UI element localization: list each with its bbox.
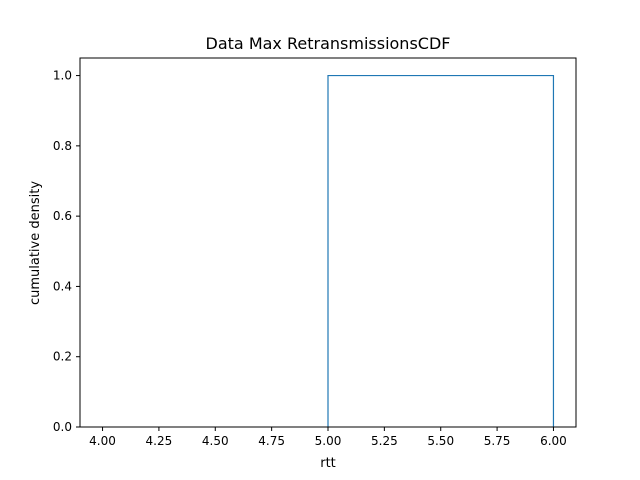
chart-title: Data Max RetransmissionsCDF <box>206 34 451 53</box>
x-tick-label: 5.75 <box>484 434 511 448</box>
y-tick-label: 1.0 <box>53 69 72 83</box>
cdf-step-line <box>327 74 555 427</box>
y-axis-label: cumulative density <box>28 181 43 305</box>
x-axis-ticks: 4.00 4.25 4.50 4.75 5.00 5.25 5.50 5.75 6.00 <box>89 427 567 448</box>
plot-area <box>327 74 555 427</box>
y-tick-label: 0.2 <box>53 350 72 364</box>
y-tick-label: 0.6 <box>53 209 72 223</box>
x-tick-label: 4.50 <box>202 434 229 448</box>
y-tick-label: 0.0 <box>53 420 72 434</box>
x-tick-label: 4.25 <box>146 434 173 448</box>
y-axis-ticks: 0.0 0.2 0.4 0.6 0.8 1.0 <box>53 69 80 434</box>
axes-frame <box>79 57 577 428</box>
x-tick-label: 5.00 <box>315 434 342 448</box>
y-tick-label: 0.8 <box>53 139 72 153</box>
x-tick-label: 5.25 <box>371 434 398 448</box>
x-tick-label: 6.00 <box>540 434 567 448</box>
y-tick-label: 0.4 <box>53 279 72 293</box>
x-tick-label: 4.00 <box>89 434 116 448</box>
x-tick-label: 4.75 <box>258 434 285 448</box>
x-tick-label: 5.50 <box>427 434 454 448</box>
x-axis-label: rtt <box>320 456 336 471</box>
